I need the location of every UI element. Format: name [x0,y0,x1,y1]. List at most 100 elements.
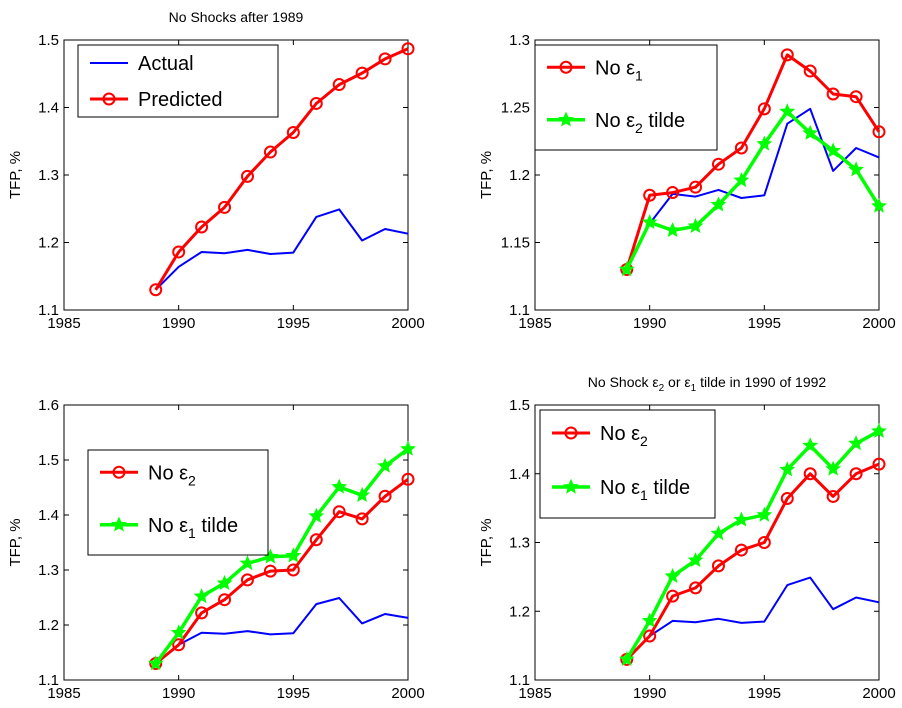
legend-label-tail: tilde [196,515,238,537]
subplot-4: 1985 1990 1995 2000 1.1 1.2 1.3 1.4 1.5 TFP, % No … [478,374,896,702]
y-tick-label: 1.5 [509,397,530,414]
legend: Actual Predicted [77,44,279,118]
data-point-star [664,222,681,238]
legend-label: No ε1 tilde [600,477,690,503]
data-point-star [664,567,681,583]
legend-marker [559,60,573,74]
legend-label: No ε2 tilde [595,110,685,136]
data-point-star [193,588,210,604]
data-point-star [848,435,864,451]
x-tick-label: 1995 [748,315,781,332]
data-point-circle [734,141,748,155]
title-part: No Shock ε [588,374,659,390]
y-tick-label: 1.4 [509,466,530,483]
legend-marker [111,516,127,532]
data-point-circle [689,180,703,194]
legend-label-subscript: 1 [188,525,196,541]
x-tick-label: 2000 [391,685,424,702]
y-tick-label: 1.3 [38,167,59,184]
data-point-star [285,547,302,563]
data-point-circle [240,169,254,183]
chart-title: No Shock ε2 or ε1 tilde in 1990 of 1992 [588,374,827,394]
legend-label-main: No ε [148,515,188,537]
legend-label-subscript: 1 [635,67,643,83]
legend-label: No ε2 [600,423,648,449]
subplot-2: 1985 1990 1995 2000 1.1 1.15 1.2 1.25 1.3 TFP, % N… [478,32,896,332]
data-point-circle [355,66,369,80]
data-point-circle [401,42,415,56]
data-point-circle [643,629,657,643]
x-tick-label: 1985 [518,315,551,332]
y-tick-label: 1.1 [38,302,59,319]
y-axis-label: TFP, % [7,518,24,566]
data-point-circle [172,245,186,259]
subplot-1: 1985 1990 1995 2000 1.1 1.2 1.3 1.4 1.5 TFP, % No … [7,9,425,332]
y-tick-label: 1.6 [38,397,59,414]
data-point-circle [849,90,863,104]
legend-label-main: No ε [595,57,635,79]
x-tick-label: 1990 [162,685,195,702]
y-tick-label: 1.2 [38,235,59,252]
data-point-circle [332,78,346,92]
data-point-circle [172,638,186,652]
data-point-star [400,440,416,456]
data-point-circle [309,96,323,110]
data-point-star [756,506,773,522]
legend-marker [112,465,126,479]
legend-label-tail: tilde [643,110,685,132]
data-point-circle [378,52,392,66]
legend-marker [558,111,574,127]
title-part: or ε [664,374,690,390]
data-point-circle [872,457,886,471]
data-point-circle [780,492,794,505]
data-point-circle [263,145,277,159]
y-tick-label: 1.25 [501,100,530,117]
title-part: tilde in 1990 of 1992 [696,374,826,390]
y-axis-label: TFP, % [7,151,24,199]
y-tick-label: 1.2 [509,167,530,184]
y-tick-label: 1.3 [509,535,530,552]
data-point-circle [666,186,680,200]
legend-label-subscript: 2 [635,120,643,136]
legend-label-main: No ε [148,462,188,484]
data-point-star [170,624,187,640]
data-point-star [354,486,371,502]
data-point-star [710,196,727,212]
data-point-circle [689,581,703,595]
legend-label-tail: tilde [648,477,690,499]
data-point-star [779,103,796,119]
x-tick-label: 1990 [633,685,666,702]
legend-label: No ε1 tilde [148,515,238,541]
x-tick-label: 1985 [518,685,551,702]
legend-label: No ε2 [148,462,196,488]
y-tick-label: 1.3 [509,32,530,49]
legend-marker [564,426,578,440]
y-tick-label: 1.1 [509,302,530,319]
data-point-circle [218,593,232,607]
data-point-circle [780,48,794,62]
data-point-star [216,574,233,590]
legend-marker [102,92,116,106]
data-point-circle [218,200,232,214]
legend-label: Actual [138,53,194,75]
y-tick-label: 1.1 [509,672,530,689]
x-tick-label: 1985 [47,315,80,332]
data-point-star [308,507,325,523]
data-point-circle [872,125,886,139]
legend-label-main: No ε [600,477,640,499]
x-tick-label: 2000 [862,315,895,332]
series-line-1 [154,208,409,291]
legend-label: Predicted [138,89,223,111]
data-point-circle [355,512,369,526]
title-part: 1 [691,383,697,394]
data-point-circle [195,606,209,620]
data-point-circle [757,102,771,116]
x-tick-label: 2000 [862,685,895,702]
data-point-star [825,460,842,476]
subplot-3: 1985 1990 1995 2000 1.1 1.2 1.3 1.4 1.5 1.6 TFP, %… [7,397,425,702]
y-tick-label: 1.4 [38,100,59,117]
legend-label-main: No ε [595,110,635,132]
data-point-circle [711,559,725,573]
legend: No ε2 No ε1 tilde [539,409,716,519]
